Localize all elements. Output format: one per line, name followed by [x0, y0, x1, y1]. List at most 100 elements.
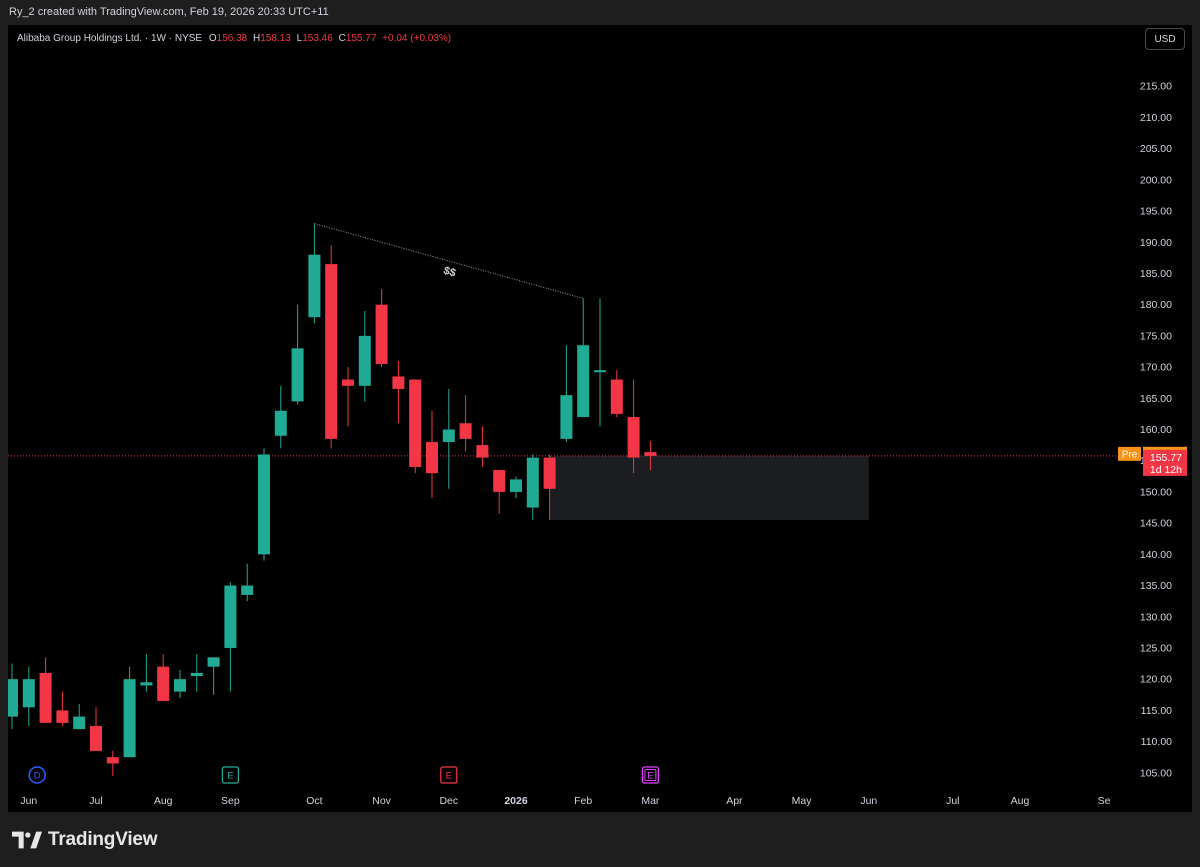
candle-body — [207, 657, 220, 667]
candle[interactable] — [174, 669, 186, 698]
candle-body — [493, 470, 506, 492]
candle[interactable] — [594, 298, 606, 427]
candle[interactable] — [627, 379, 640, 474]
low-value: 153.46 — [302, 33, 333, 44]
candle[interactable] — [90, 707, 102, 751]
price-axis-label: 175.00 — [1140, 330, 1172, 342]
price-axis-label: 105.00 — [1140, 767, 1172, 779]
candle[interactable] — [8, 663, 18, 730]
price-axis-label: 120.00 — [1140, 674, 1172, 686]
price-axis-label: 170.00 — [1140, 362, 1172, 374]
candle[interactable] — [56, 691, 69, 726]
candle-body — [274, 410, 287, 436]
candle[interactable] — [325, 245, 338, 449]
candle[interactable] — [308, 223, 321, 324]
candle[interactable] — [342, 367, 354, 427]
candle[interactable] — [157, 654, 170, 702]
candle-body — [392, 376, 405, 389]
candle[interactable] — [560, 345, 573, 442]
last-price-bg — [1143, 449, 1187, 476]
time-axis-label: Nov — [372, 795, 391, 807]
currency-button[interactable]: USD — [1145, 28, 1185, 50]
candle-body — [291, 348, 304, 402]
candle[interactable] — [577, 298, 590, 418]
candle-body — [560, 395, 573, 439]
earnings-marker — [641, 766, 660, 784]
time-axis-label: Oct — [306, 795, 322, 807]
candle[interactable] — [123, 666, 136, 758]
candle[interactable] — [207, 657, 220, 695]
close-label: C — [338, 33, 346, 44]
time-axis-label: Aug — [1011, 795, 1030, 807]
time-axis-label: Sep — [221, 795, 240, 807]
candle[interactable] — [644, 441, 657, 471]
candle-body — [56, 710, 69, 723]
candle-body — [190, 672, 203, 677]
attribution-text: Ry_2 created with TradingView.com, Feb 1… — [9, 6, 329, 18]
candle[interactable] — [610, 370, 623, 418]
candle[interactable] — [224, 582, 237, 692]
candle[interactable] — [409, 379, 422, 474]
time-axis-label: Feb — [574, 795, 592, 807]
time-axis-label: Aug — [154, 795, 173, 807]
open-value: 156.38 — [216, 33, 248, 44]
candle[interactable] — [459, 395, 472, 452]
event-marker[interactable]: E — [440, 766, 458, 784]
candle[interactable] — [375, 289, 388, 368]
price-axis-label: 210.00 — [1140, 112, 1172, 124]
event-marker-letter: E — [647, 771, 653, 782]
price-axis-label: 205.00 — [1140, 143, 1172, 155]
candle[interactable] — [274, 385, 287, 449]
demand-zone[interactable] — [549, 455, 869, 521]
candle[interactable] — [543, 454, 556, 521]
chart-panel[interactable]: $$ 105.00 110.00 115.00 120.00 125.00 130.00 13… — [8, 25, 1192, 812]
brand[interactable]: TradingView — [12, 827, 158, 853]
candle-body — [426, 441, 438, 474]
candle[interactable] — [106, 750, 119, 776]
candle[interactable] — [190, 654, 203, 692]
candle-body — [594, 370, 606, 373]
candle-body — [442, 429, 455, 442]
candle-body — [510, 479, 522, 492]
candle[interactable] — [258, 448, 270, 561]
candle[interactable] — [392, 360, 405, 424]
candle[interactable] — [493, 470, 506, 514]
time-axis-label: Mar — [641, 795, 660, 807]
candle[interactable] — [442, 388, 455, 489]
open-label: O — [208, 33, 217, 44]
candle[interactable] — [140, 654, 153, 692]
liquidity-label: $$ — [442, 265, 457, 280]
candle-body — [106, 757, 119, 764]
earnings-marker — [221, 766, 240, 784]
candle[interactable] — [22, 666, 35, 726]
dividend-marker — [28, 766, 46, 784]
candle-body — [644, 452, 657, 456]
candle-body — [543, 457, 556, 489]
candle-body — [224, 585, 237, 648]
candle[interactable] — [476, 426, 489, 467]
price-axis-label: 135.00 — [1140, 580, 1172, 592]
symbol-name[interactable]: Alibaba Group Holdings Ltd. · 1W · NYSE — [17, 33, 203, 44]
price-chart[interactable]: $$ 105.00 110.00 115.00 120.00 125.00 130.00 13… — [8, 25, 1192, 812]
close-value: 155.77 — [345, 33, 377, 44]
price-axis-label: 185.00 — [1140, 268, 1172, 280]
candle-body — [342, 379, 354, 386]
candle[interactable] — [426, 410, 438, 499]
candle[interactable] — [358, 310, 371, 402]
candle-body — [123, 679, 136, 758]
candle[interactable] — [241, 563, 254, 602]
candle[interactable] — [291, 304, 304, 405]
liquidity-trendline[interactable] — [314, 223, 584, 299]
candle[interactable] — [526, 454, 539, 521]
candle[interactable] — [510, 476, 522, 499]
event-marker[interactable]: E — [641, 766, 660, 784]
candle[interactable] — [73, 704, 86, 730]
price-axis-label: 190.00 — [1140, 237, 1172, 249]
event-marker[interactable]: D — [28, 766, 46, 784]
event-marker-letter: E — [446, 771, 452, 782]
time-axis-label: Jun — [20, 795, 37, 807]
candle[interactable] — [39, 657, 52, 723]
candle-body — [174, 679, 186, 692]
earnings-marker-inner — [644, 769, 657, 781]
event-marker[interactable]: E — [221, 766, 240, 784]
